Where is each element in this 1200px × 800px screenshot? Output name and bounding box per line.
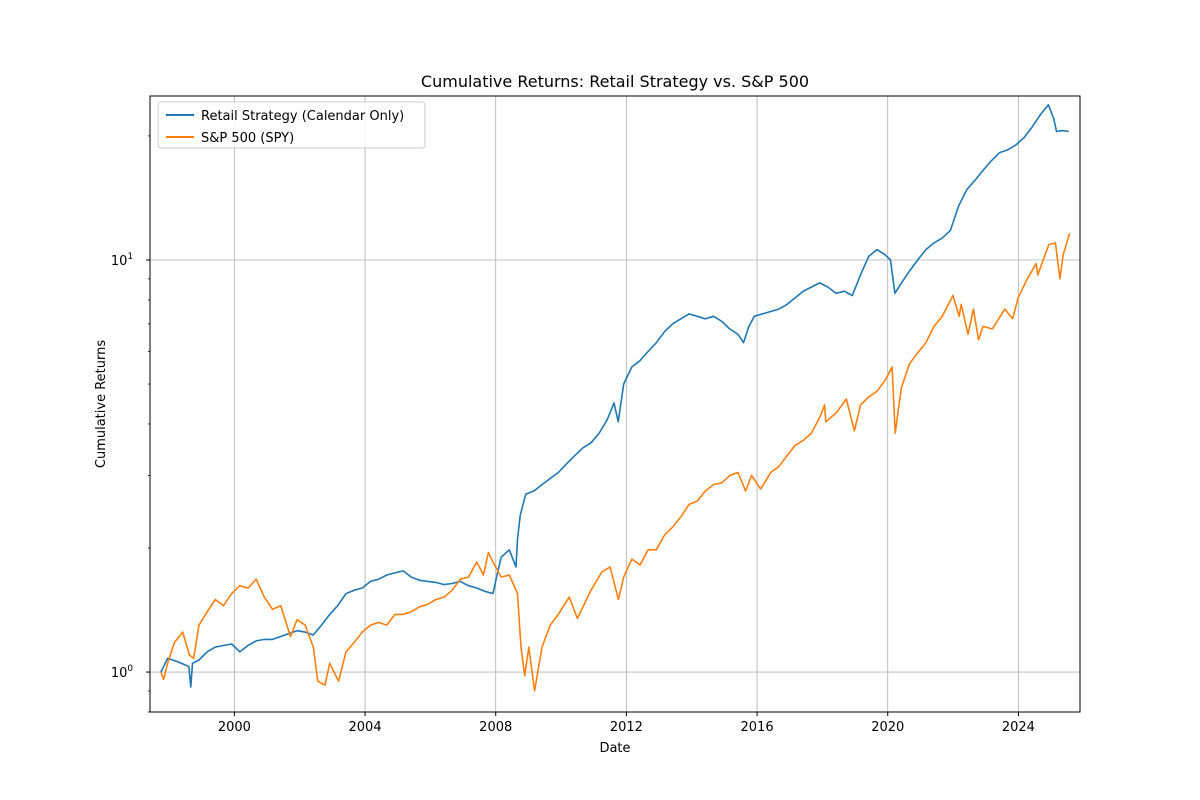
x-axis-label: Date	[599, 741, 630, 756]
x-tick-label: 2012	[610, 720, 643, 735]
legend-label-1: S&P 500 (SPY)	[201, 131, 294, 146]
series-line-0	[160, 104, 1069, 688]
legend: Retail Strategy (Calendar Only) S&P 500 (…	[157, 101, 426, 149]
x-tick-label: 2000	[218, 720, 251, 735]
y-tick-label: 101	[111, 252, 133, 269]
x-axis-ticks: 2000 2004 2008 2012 2016 2020 2024	[218, 712, 1035, 735]
y-tick-exponent: 0	[127, 664, 133, 674]
x-tick-label: 2004	[349, 720, 382, 735]
x-tick-label: 2016	[741, 720, 774, 735]
y-tick-base: 10	[111, 254, 128, 269]
x-tick-label: 2024	[1002, 720, 1035, 735]
series-line-1	[160, 233, 1071, 692]
series-lines	[160, 104, 1071, 692]
chart-title: Cumulative Returns: Retail Strategy vs. …	[421, 72, 809, 91]
y-tick-label: 100	[111, 664, 134, 681]
x-tick-label: 2020	[871, 720, 904, 735]
plot-area-frame	[149, 95, 1081, 713]
y-tick-base: 10	[111, 666, 128, 681]
legend-box	[157, 101, 426, 149]
y-axis-label: Cumulative Returns	[94, 340, 109, 468]
legend-label-0: Retail Strategy (Calendar Only)	[201, 109, 404, 124]
grid-lines	[150, 96, 1080, 712]
x-tick-label: 2008	[479, 720, 512, 735]
y-tick-exponent: 1	[127, 252, 133, 262]
